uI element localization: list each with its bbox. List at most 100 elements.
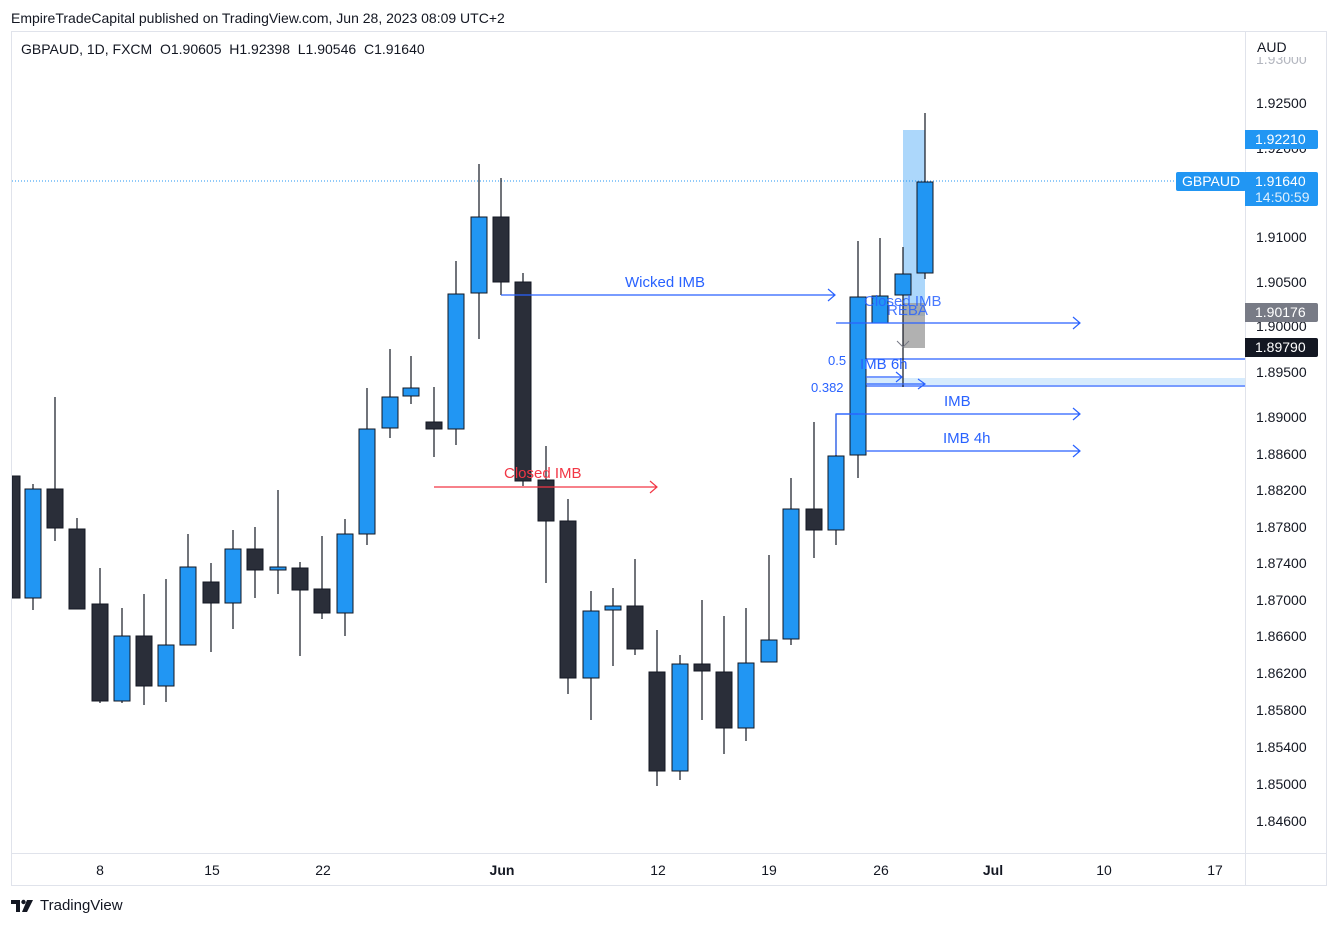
price-tick: 1.92500 xyxy=(1256,95,1307,111)
footer-brand[interactable]: TradingView xyxy=(11,897,123,914)
imb-6h-arrow[interactable] xyxy=(866,371,903,383)
time-tick: 10 xyxy=(1096,862,1112,878)
candle-body-bull xyxy=(269,566,287,571)
candle[interactable] xyxy=(604,588,622,666)
candle-body-bear xyxy=(68,528,86,610)
candle[interactable] xyxy=(12,475,21,599)
price-tick: 1.87400 xyxy=(1256,555,1307,571)
candle[interactable] xyxy=(91,568,109,703)
candle[interactable] xyxy=(782,478,800,645)
price-tick: 1.85000 xyxy=(1256,776,1307,792)
candle-body-bull xyxy=(179,566,197,646)
time-tick: 22 xyxy=(315,862,331,878)
candle-body-bull xyxy=(224,548,242,604)
candle-body-bull xyxy=(447,293,465,430)
candle-body-bear xyxy=(805,508,823,531)
price-label-high-projection: 1.92210 xyxy=(1245,130,1318,149)
price-tick: 1.86200 xyxy=(1256,665,1307,681)
candle[interactable] xyxy=(514,273,532,486)
candle[interactable] xyxy=(805,422,823,558)
time-axis[interactable] xyxy=(12,853,1326,885)
candle[interactable] xyxy=(671,655,689,780)
candle[interactable] xyxy=(202,563,220,652)
candle-body-bull xyxy=(894,273,912,296)
legend-close: C1.91640 xyxy=(363,41,425,57)
candle[interactable] xyxy=(582,591,600,720)
time-tick: 15 xyxy=(204,862,220,878)
wicked-imb-arrow[interactable] xyxy=(501,288,836,302)
price-tick: 1.89000 xyxy=(1256,409,1307,425)
fib-05-label: 0.5 xyxy=(828,353,847,368)
legend-low: L1.90546 xyxy=(297,41,357,57)
candle[interactable] xyxy=(559,499,577,694)
time-tick: 8 xyxy=(96,862,104,878)
candle[interactable] xyxy=(715,616,733,754)
candle[interactable] xyxy=(157,579,175,702)
time-tick: 26 xyxy=(873,862,889,878)
candle[interactable] xyxy=(358,388,376,545)
fib-arrow[interactable] xyxy=(866,378,927,390)
candle[interactable] xyxy=(492,178,510,295)
candle[interactable] xyxy=(269,490,287,594)
candle[interactable] xyxy=(68,518,86,610)
price-tick: 1.88200 xyxy=(1256,482,1307,498)
time-tick: Jun xyxy=(489,862,515,878)
imb-4h-arrow[interactable] xyxy=(866,444,1081,458)
candle[interactable] xyxy=(447,261,465,445)
time-tick: 17 xyxy=(1207,862,1223,878)
imb-arrow[interactable] xyxy=(836,407,1081,421)
candle[interactable] xyxy=(46,397,64,541)
candle[interactable] xyxy=(224,530,242,629)
closed-imb-arrow-blue[interactable] xyxy=(836,316,1081,330)
candle-body-bear xyxy=(246,548,264,571)
candle[interactable] xyxy=(648,630,666,786)
candle[interactable] xyxy=(313,536,331,619)
candle-body-bull xyxy=(782,508,800,640)
candle-body-bull xyxy=(582,610,600,679)
candle[interactable] xyxy=(894,247,912,387)
reba-label: REBA xyxy=(887,302,928,319)
candle[interactable] xyxy=(336,519,354,636)
price-tick: 1.89500 xyxy=(1256,364,1307,380)
candle[interactable] xyxy=(24,484,42,610)
countdown-timer: 14:50:59 xyxy=(1255,189,1310,205)
candle[interactable] xyxy=(470,164,488,339)
price-label-level-gray: 1.90176 xyxy=(1245,303,1318,322)
published-caption: EmpireTradeCapital published on TradingV… xyxy=(11,10,505,26)
candle[interactable] xyxy=(849,241,867,478)
candle-body-bear xyxy=(313,588,331,614)
legend-symbol: GBPAUD, 1D, FXCM xyxy=(21,41,153,57)
candle[interactable] xyxy=(871,238,889,324)
time-tick: 12 xyxy=(650,862,666,878)
candle-body-bull xyxy=(604,605,622,611)
candle[interactable] xyxy=(381,349,399,438)
candle[interactable] xyxy=(626,559,644,655)
fib-band xyxy=(866,378,1245,385)
candle[interactable] xyxy=(916,113,934,279)
price-label-value: 1.89790 xyxy=(1255,339,1306,355)
ohlc-legend: GBPAUD, 1D, FXCM O1.90605 H1.92398 L1.90… xyxy=(21,41,425,57)
fib-0382-label: 0.382 xyxy=(811,380,844,395)
candle-body-bull xyxy=(737,662,755,729)
candle[interactable] xyxy=(737,608,755,741)
closed-imb-arrow-red[interactable] xyxy=(434,480,658,494)
candle[interactable] xyxy=(291,562,309,656)
candle[interactable] xyxy=(402,356,420,404)
chart-frame[interactable] xyxy=(11,31,1327,886)
closed-imb-label-red: Closed IMB xyxy=(504,465,582,482)
candle-body-bull xyxy=(336,533,354,614)
candle-body-bear xyxy=(693,663,711,672)
candle[interactable] xyxy=(135,594,153,705)
candle-body-bull xyxy=(827,455,845,531)
candle[interactable] xyxy=(179,534,197,646)
candle[interactable] xyxy=(693,600,711,720)
candle[interactable] xyxy=(246,527,264,598)
price-axis[interactable] xyxy=(1245,32,1327,853)
price-tick: 1.90500 xyxy=(1256,274,1307,290)
candle[interactable] xyxy=(425,387,443,457)
candle-body-bull xyxy=(916,181,934,274)
candle[interactable] xyxy=(537,446,555,583)
candle[interactable] xyxy=(113,608,131,703)
candle[interactable] xyxy=(760,555,778,663)
